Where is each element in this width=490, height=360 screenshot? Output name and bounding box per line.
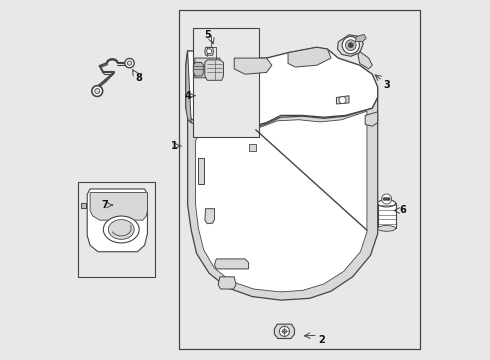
Circle shape xyxy=(95,89,100,94)
Ellipse shape xyxy=(103,216,139,243)
Circle shape xyxy=(388,198,390,200)
Polygon shape xyxy=(337,96,349,104)
Polygon shape xyxy=(355,35,366,41)
Ellipse shape xyxy=(108,220,134,239)
Circle shape xyxy=(345,40,356,50)
Circle shape xyxy=(383,198,386,200)
Text: 5: 5 xyxy=(204,30,211,40)
Polygon shape xyxy=(365,112,378,126)
Polygon shape xyxy=(90,193,147,220)
Polygon shape xyxy=(81,203,87,208)
Polygon shape xyxy=(195,58,220,78)
Circle shape xyxy=(282,329,287,333)
Polygon shape xyxy=(288,47,331,67)
Text: 6: 6 xyxy=(399,206,406,216)
Bar xyxy=(179,10,419,348)
Circle shape xyxy=(127,61,132,65)
Polygon shape xyxy=(274,324,294,338)
Polygon shape xyxy=(188,98,378,300)
Circle shape xyxy=(339,96,346,104)
Polygon shape xyxy=(218,277,236,289)
Circle shape xyxy=(92,86,102,96)
Bar xyxy=(193,28,259,137)
Polygon shape xyxy=(186,51,191,123)
Polygon shape xyxy=(186,47,378,130)
Circle shape xyxy=(342,37,359,54)
Text: 8: 8 xyxy=(136,73,143,83)
Circle shape xyxy=(207,49,212,54)
Polygon shape xyxy=(196,111,367,292)
Text: 2: 2 xyxy=(318,334,325,345)
Ellipse shape xyxy=(378,226,395,231)
Polygon shape xyxy=(194,62,204,76)
Circle shape xyxy=(125,58,134,68)
Polygon shape xyxy=(205,60,223,80)
Polygon shape xyxy=(215,259,248,269)
Polygon shape xyxy=(198,158,204,184)
Circle shape xyxy=(386,198,388,200)
Polygon shape xyxy=(87,189,147,252)
Ellipse shape xyxy=(378,200,395,207)
Text: 4: 4 xyxy=(184,91,191,101)
Bar xyxy=(78,182,155,277)
Text: 7: 7 xyxy=(102,200,108,210)
Circle shape xyxy=(348,42,353,48)
Polygon shape xyxy=(234,58,272,74)
Polygon shape xyxy=(205,47,214,55)
Bar xyxy=(378,203,395,228)
Circle shape xyxy=(382,194,392,204)
Polygon shape xyxy=(205,209,215,224)
Polygon shape xyxy=(358,51,372,69)
Text: 1: 1 xyxy=(171,141,177,151)
Text: 3: 3 xyxy=(383,80,390,90)
Circle shape xyxy=(279,326,290,336)
Polygon shape xyxy=(338,35,364,56)
Polygon shape xyxy=(248,144,256,151)
